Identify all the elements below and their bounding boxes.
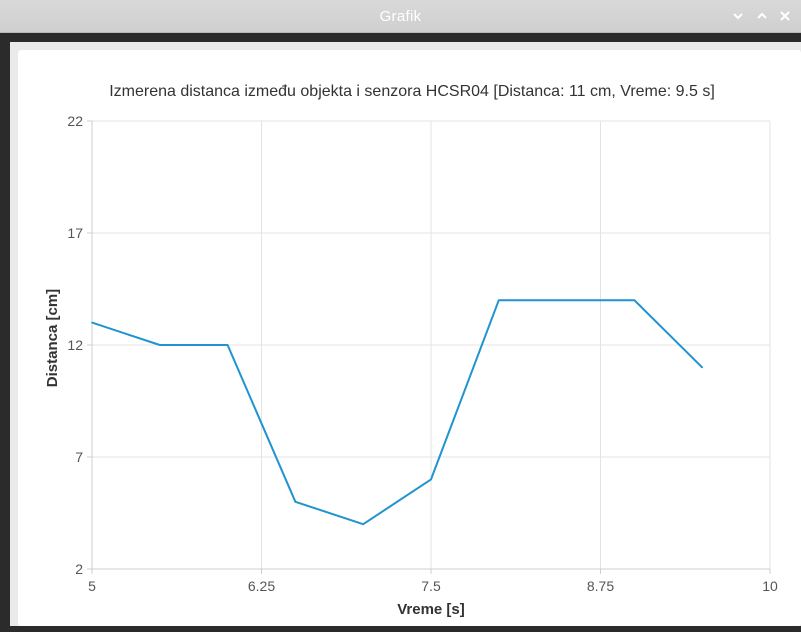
chart-panel: Izmerena distanca između objekta i senzo… — [10, 42, 801, 626]
y-tick-label: 22 — [67, 113, 83, 129]
chart-title: Izmerena distanca između objekta i senzo… — [109, 83, 715, 100]
window-content: Izmerena distanca između objekta i senzo… — [0, 33, 801, 632]
chart-ticks: 5 6.25 7.5 8.75 10 2 7 12 17 22 — [67, 113, 778, 594]
x-tick-label: 10 — [762, 578, 778, 594]
x-axis-label: Vreme [s] — [397, 601, 465, 618]
data-point — [159, 344, 161, 346]
x-tick-label: 7.5 — [421, 578, 441, 594]
data-point — [91, 321, 93, 324]
chevron-down-icon — [733, 13, 743, 20]
x-tick-label: 8.75 — [587, 578, 614, 594]
maximize-button[interactable] — [752, 6, 772, 26]
y-tick-label: 12 — [67, 337, 83, 353]
minimize-button[interactable] — [728, 6, 748, 26]
data-point — [565, 299, 568, 301]
data-point — [362, 523, 365, 525]
series-line — [91, 299, 703, 526]
y-tick-label: 2 — [75, 561, 83, 577]
close-icon — [780, 11, 790, 21]
data-point — [701, 366, 703, 369]
chevron-up-icon — [757, 12, 767, 19]
x-tick-label: 6.25 — [248, 578, 275, 594]
data-point — [294, 501, 297, 503]
data-point — [498, 299, 500, 301]
chart-container: Izmerena distanca između objekta i senzo… — [18, 50, 801, 626]
data-point — [430, 478, 432, 481]
window-titlebar[interactable]: Grafik — [0, 0, 801, 33]
close-button[interactable] — [775, 6, 795, 26]
y-axis-label: Distanca [cm] — [44, 289, 61, 387]
x-tick-label: 5 — [88, 578, 96, 594]
window-title: Grafik — [379, 8, 422, 25]
data-point — [633, 299, 636, 301]
y-tick-label: 17 — [67, 225, 83, 241]
data-point — [226, 344, 229, 346]
y-tick-label: 7 — [75, 449, 83, 465]
line-chart: Izmerena distanca između objekta i senzo… — [44, 83, 778, 618]
chart-series — [91, 299, 703, 526]
